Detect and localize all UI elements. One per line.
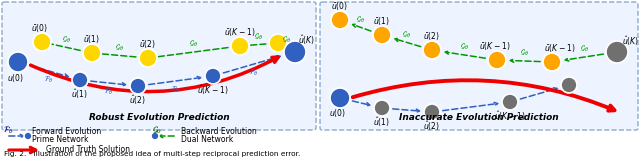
Text: Backward Evolution: Backward Evolution	[181, 128, 257, 137]
Text: $\hat{u}(K-1)$: $\hat{u}(K-1)$	[197, 83, 228, 97]
Circle shape	[83, 44, 101, 62]
Text: $\mathcal{G}_\theta$: $\mathcal{G}_\theta$	[460, 42, 469, 52]
Circle shape	[284, 41, 306, 63]
Text: $\mathcal{G}_\theta$: $\mathcal{G}_\theta$	[152, 124, 163, 136]
Text: $\mathcal{G}_\theta$: $\mathcal{G}_\theta$	[189, 39, 198, 49]
Text: $\mathcal{F}_\theta$: $\mathcal{F}_\theta$	[249, 68, 259, 78]
Text: $\mathcal{G}_\theta$: $\mathcal{G}_\theta$	[63, 34, 72, 45]
Text: Fig. 2.   Illustration of the proposed idea of multi-step reciprocal prediction : Fig. 2. Illustration of the proposed ide…	[4, 151, 300, 157]
Text: $\hat{u}(1)$: $\hat{u}(1)$	[374, 115, 390, 129]
Circle shape	[423, 41, 441, 59]
Text: $\bar{u}(K-1)$: $\bar{u}(K-1)$	[224, 26, 256, 38]
Text: $u(0)$: $u(0)$	[330, 107, 346, 119]
Text: $\mathcal{G}_\theta$: $\mathcal{G}_\theta$	[580, 44, 589, 54]
Circle shape	[373, 26, 391, 44]
Circle shape	[330, 88, 350, 108]
Circle shape	[543, 53, 561, 71]
Circle shape	[231, 37, 249, 55]
Circle shape	[24, 132, 32, 140]
Circle shape	[33, 33, 51, 51]
Text: $\bar{u}(0)$: $\bar{u}(0)$	[31, 22, 49, 34]
Text: $\hat{u}(2)$: $\hat{u}(2)$	[129, 93, 147, 107]
Text: $\hat{u}(K)$: $\hat{u}(K)$	[298, 33, 316, 47]
Text: $\bar{u}(0)$: $\bar{u}(0)$	[332, 0, 349, 12]
Text: $\mathcal{F}_\theta$: $\mathcal{F}_\theta$	[171, 85, 180, 95]
Circle shape	[331, 11, 349, 29]
Text: $\bar{u}(K-1)$: $\bar{u}(K-1)$	[544, 42, 576, 54]
Text: $\mathcal{F}_\theta$: $\mathcal{F}_\theta$	[104, 87, 114, 97]
Text: $\mathcal{G}_\theta$: $\mathcal{G}_\theta$	[282, 34, 291, 45]
Circle shape	[561, 77, 577, 93]
Text: $\bar{u}(1)$: $\bar{u}(1)$	[83, 33, 100, 45]
Text: $\mathcal{F}_\theta$: $\mathcal{F}_\theta$	[3, 124, 14, 136]
Text: Ground Truth Solution: Ground Truth Solution	[46, 146, 130, 155]
Circle shape	[151, 132, 159, 140]
FancyBboxPatch shape	[2, 2, 316, 130]
Text: Dual Network: Dual Network	[181, 136, 233, 145]
Text: $\hat{u}(K)$: $\hat{u}(K)$	[623, 34, 639, 48]
Text: $\bar{u}(2)$: $\bar{u}(2)$	[424, 30, 440, 42]
Text: Robust Evolution Prediction: Robust Evolution Prediction	[89, 113, 229, 122]
Text: $u(0)$: $u(0)$	[8, 72, 24, 84]
Text: $\mathcal{F}_\theta$: $\mathcal{F}_\theta$	[44, 75, 54, 85]
Circle shape	[205, 68, 221, 84]
Circle shape	[424, 104, 440, 120]
Text: $\bar{u}(1)$: $\bar{u}(1)$	[374, 15, 390, 27]
Text: $\bar{u}(2)$: $\bar{u}(2)$	[140, 38, 157, 50]
Text: $\mathcal{G}_\theta$: $\mathcal{G}_\theta$	[115, 42, 125, 53]
Text: Prime Network: Prime Network	[32, 136, 88, 145]
Text: $\mathcal{G}_\theta$: $\mathcal{G}_\theta$	[356, 14, 365, 25]
Text: $\hat{u}(2)$: $\hat{u}(2)$	[424, 119, 440, 133]
Text: Forward Evolution: Forward Evolution	[32, 128, 101, 137]
Circle shape	[139, 49, 157, 67]
Circle shape	[8, 52, 28, 72]
Text: $\mathcal{G}_\theta$: $\mathcal{G}_\theta$	[403, 29, 412, 40]
Circle shape	[374, 100, 390, 116]
Circle shape	[72, 72, 88, 88]
Text: $\mathcal{G}_\theta$: $\mathcal{G}_\theta$	[520, 48, 529, 58]
Circle shape	[130, 78, 146, 94]
FancyBboxPatch shape	[320, 2, 638, 130]
Text: $\hat{u}(K-1)$: $\hat{u}(K-1)$	[494, 109, 525, 123]
Text: $\bar{u}(K-1)$: $\bar{u}(K-1)$	[479, 40, 511, 52]
Circle shape	[606, 41, 628, 63]
Circle shape	[502, 94, 518, 110]
Circle shape	[269, 34, 287, 52]
Text: $\hat{u}(1)$: $\hat{u}(1)$	[72, 87, 88, 101]
Text: Inaccurate Evolution Prediction: Inaccurate Evolution Prediction	[399, 113, 559, 122]
Text: $\mathcal{G}_\theta$: $\mathcal{G}_\theta$	[255, 31, 264, 42]
Circle shape	[488, 51, 506, 69]
